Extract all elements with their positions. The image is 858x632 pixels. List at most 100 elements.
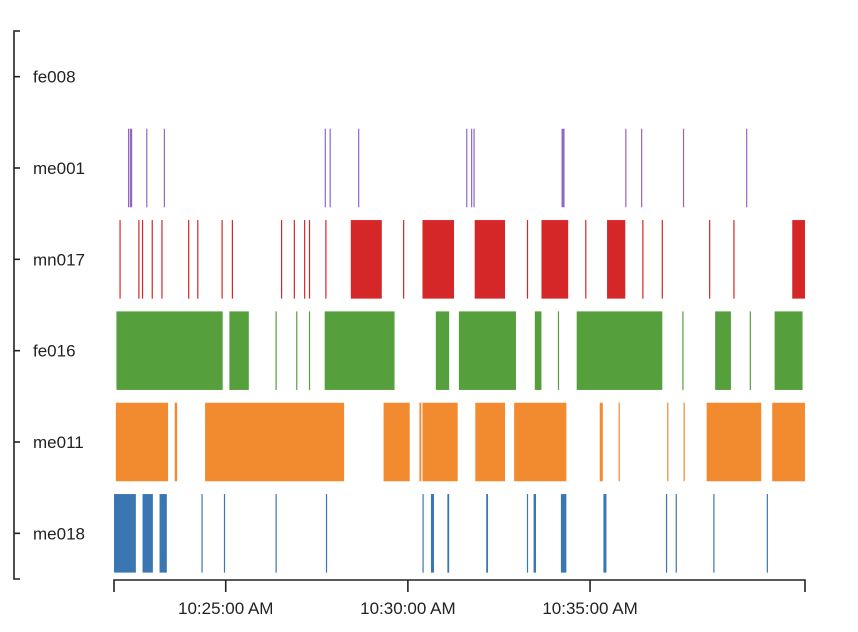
y-tick-label: fe016 [33,342,76,361]
event-bar [473,128,475,208]
event-bar [772,402,805,482]
event-bar [188,220,190,299]
event-bar [205,402,345,482]
event-bar [422,220,455,299]
event-bar [533,494,537,573]
event-bar [229,311,249,390]
event-bar [419,402,422,482]
event-bar [174,402,178,482]
x-tick-label: 10:30:00 AM [360,599,455,618]
event-bar [526,494,529,573]
event-bar [625,128,627,208]
y-axis-line [13,30,20,580]
event-bar [129,128,131,208]
event-bar [599,402,603,482]
event-bar [223,494,226,573]
x-tick-label: 10:35:00 AM [542,599,637,618]
event-bar [435,311,450,390]
event-bar [585,220,587,299]
event-bar [603,494,607,573]
row-mn017 [119,220,805,299]
event-bar [275,494,277,573]
event-bar [607,220,626,299]
event-bar [308,311,311,390]
event-bar [116,311,223,390]
event-bar [422,402,458,482]
event-bar [713,494,715,573]
event-bar [733,220,735,299]
event-bar [665,494,668,573]
y-tick-label: me018 [33,524,85,543]
event-bar [350,220,382,299]
event-bar [324,128,326,208]
event-bar [197,220,199,299]
event-bar [709,220,711,299]
event-bar [275,311,277,390]
row-fe016 [116,311,803,390]
y-tick-label: me011 [33,433,84,452]
event-bar [749,311,751,390]
x-tick-label: 10:25:00 AM [178,599,273,618]
event-bar [541,220,569,299]
x-axis-line [113,579,806,592]
event-bar [280,220,283,299]
event-bar [383,402,410,482]
event-bar [127,128,130,208]
event-bar [618,402,620,482]
event-bar [475,402,506,482]
event-bar [119,220,121,299]
event-bar [683,402,685,482]
event-bar [642,220,644,299]
event-bar [131,128,133,208]
event-bar [715,311,731,390]
event-bar [141,220,144,299]
event-bar [792,220,805,299]
event-bar [325,220,327,299]
event-bar [296,311,298,390]
event-bar [325,494,328,573]
y-tick-label: fe008 [33,68,76,87]
event-bar [471,128,473,208]
y-ticks: fe008 me001 mn017 fe016 me011 me018 [14,68,85,543]
event-bar [675,494,677,573]
event-bar [706,402,762,482]
event-bar [557,311,560,390]
x-axis: 10:25:00 AM 10:30:00 AM 10:35:00 AM [113,579,806,618]
event-bar [766,494,768,573]
event-bar [163,128,165,208]
event-bar [159,494,167,573]
event-bar [458,311,516,390]
event-bar [324,311,395,390]
y-axis: fe008 me001 mn017 fe016 me011 me018 [13,30,85,580]
event-bar [486,494,489,573]
event-bar [466,128,468,208]
event-bar [293,220,295,299]
event-bar [146,128,148,208]
event-bar [560,494,567,573]
event-bar [358,128,360,208]
event-bar [447,494,450,573]
event-bar [474,220,506,299]
row-me018 [114,494,768,573]
event-bar [526,220,529,299]
event-bar [221,220,223,299]
event-bar [682,311,684,390]
event-bar [403,220,405,299]
event-rows [114,128,805,573]
event-bar [329,128,331,208]
event-bar [667,402,669,482]
event-bar [151,220,153,299]
row-me001 [127,128,748,208]
event-bar [534,311,542,390]
event-bar [231,220,233,299]
event-bar [308,220,311,299]
x-ticks: 10:25:00 AM 10:30:00 AM 10:35:00 AM [178,580,638,618]
row-me011 [115,402,805,482]
event-bar [561,128,565,208]
event-bar [161,220,163,299]
event-bar [422,494,424,573]
event-bar [514,402,567,482]
event-bar [661,220,663,299]
event-bar [682,128,685,208]
